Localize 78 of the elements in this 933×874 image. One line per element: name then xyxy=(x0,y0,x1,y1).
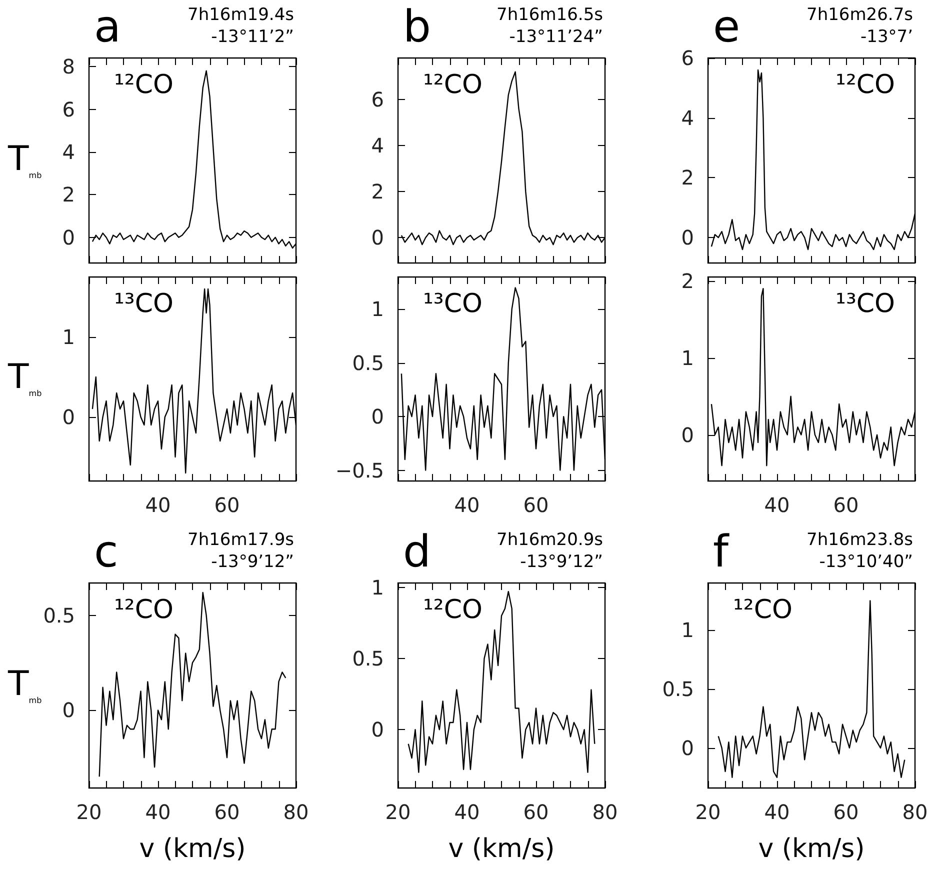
x-tick-label: 20 xyxy=(385,800,411,824)
chart-subtitle: 7h16m17.9s -13°9’12” xyxy=(188,530,294,572)
y-tick-label: 0 xyxy=(681,422,694,447)
x-tick-label: 20 xyxy=(76,800,102,824)
line-series xyxy=(718,600,906,778)
y-tick-label: 2 xyxy=(62,182,75,207)
y-tick-label: 1 xyxy=(681,346,694,370)
y-tick-label: 2 xyxy=(681,166,694,190)
chart-subtitle: 7h16m20.9s -13°9’12” xyxy=(496,530,604,572)
y-tick-label: 1 xyxy=(681,618,694,642)
y-tick-label: 0 xyxy=(62,698,75,722)
y-tick-label: 6 xyxy=(681,46,694,70)
y-tick-label: 0 xyxy=(371,226,384,250)
y-tick-label: 0 xyxy=(62,405,75,429)
chart-subtitle: 7h16m16.5s -13°11’24” xyxy=(496,5,604,47)
x-tick-label: 60 xyxy=(214,800,240,824)
y-tick-label: 1 xyxy=(371,575,384,600)
y-tick-label: 6 xyxy=(371,87,384,112)
y-tick-label: 1 xyxy=(371,297,384,322)
line-series xyxy=(408,590,596,773)
annotation: ¹²CO xyxy=(423,595,482,625)
y-tick-label: 0 xyxy=(371,404,384,429)
x-tick-label: 80 xyxy=(902,800,928,824)
annotation: ¹³CO xyxy=(423,289,482,319)
chart-title: d xyxy=(403,526,431,578)
x-tick-label: 60 xyxy=(523,493,549,517)
chart-title: c xyxy=(94,526,118,578)
chart-title: e xyxy=(713,2,740,52)
annotation: ¹²CO xyxy=(114,595,174,625)
x-tick-label: 20 xyxy=(695,800,721,824)
y-tick-label: 0 xyxy=(371,718,384,742)
x-tick-label: 40 xyxy=(145,800,171,824)
y-tick-label: 0.5 xyxy=(43,603,75,628)
chart-title: a xyxy=(94,2,121,52)
y-tick-label: 0 xyxy=(62,225,75,250)
y-tick-label: 0 xyxy=(681,736,694,760)
y-tick-label: 0.5 xyxy=(352,350,384,375)
x-tick-label: 40 xyxy=(145,493,171,517)
x-tick-label: 40 xyxy=(454,800,480,824)
y-tick-label: 4 xyxy=(371,134,384,158)
y-tick-label: 2 xyxy=(681,268,694,293)
x-tick-label: 80 xyxy=(592,800,618,824)
annotation: ¹²CO xyxy=(836,70,896,100)
annotation: ¹²CO xyxy=(114,70,174,100)
x-tick-label: 60 xyxy=(214,493,240,517)
y-tick-label: 8 xyxy=(62,54,75,79)
annotation: ¹³CO xyxy=(836,289,896,319)
x-axis-title: v (km/s) xyxy=(139,834,246,864)
y-tick-label: 4 xyxy=(681,106,694,130)
annotation: ¹²CO xyxy=(423,70,482,100)
x-tick-label: 40 xyxy=(764,493,790,517)
x-tick-label: 60 xyxy=(833,493,859,517)
x-tick-label: 60 xyxy=(833,800,859,824)
y-axis-title: T$_{mb}$ xyxy=(8,664,42,706)
chart-title: b xyxy=(403,2,431,52)
y-tick-label: 0.5 xyxy=(352,646,384,670)
y-tick-label: 2 xyxy=(371,180,384,204)
x-tick-label: 60 xyxy=(523,800,549,824)
y-tick-label: −0.5 xyxy=(335,458,384,482)
chart-subtitle: 7h16m26.7s -13°7’ xyxy=(806,5,914,47)
annotation: ¹³CO xyxy=(114,289,174,319)
y-tick-label: 0.5 xyxy=(662,677,694,702)
chart-subtitle: 7h16m23.8s -13°10’40” xyxy=(806,530,914,572)
annotation: ¹²CO xyxy=(733,595,792,625)
line-series xyxy=(98,592,286,778)
chart-subtitle: 7h16m19.4s -13°11’2” xyxy=(188,5,294,47)
y-axis-title: T$_{mb}$ xyxy=(8,138,42,182)
y-tick-label: 4 xyxy=(62,140,75,164)
y-tick-label: 6 xyxy=(62,97,75,122)
y-tick-label: 1 xyxy=(62,325,75,349)
x-tick-label: 40 xyxy=(454,493,480,517)
x-tick-label: 40 xyxy=(764,800,790,824)
y-tick-label: 0 xyxy=(681,226,694,250)
y-axis-title: T$_{mb}$ xyxy=(8,357,42,400)
x-tick-label: 80 xyxy=(283,800,309,824)
x-axis-title: v (km/s) xyxy=(758,834,865,864)
chart-title: f xyxy=(713,526,730,578)
x-axis-title: v (km/s) xyxy=(448,834,555,864)
